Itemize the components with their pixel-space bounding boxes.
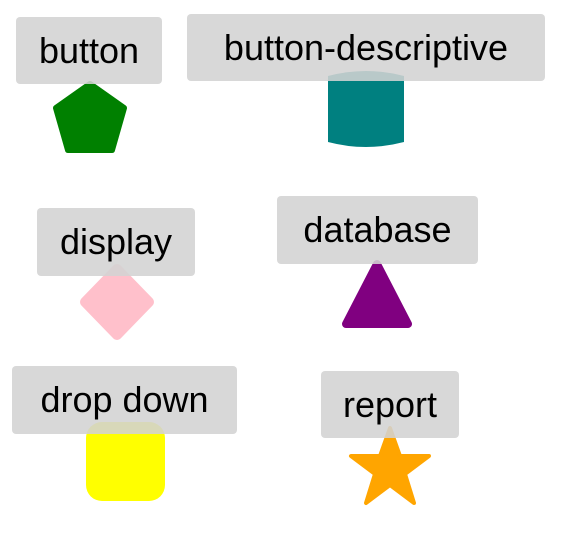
label-display: display xyxy=(37,208,195,276)
triangle-shape xyxy=(342,260,412,328)
label-report: report xyxy=(321,371,459,438)
label-button-descriptive: button-descriptive xyxy=(187,14,545,81)
pentagon-icon xyxy=(53,81,127,153)
pentagon-shape xyxy=(53,81,127,153)
label-button: button xyxy=(16,17,162,84)
star-icon xyxy=(349,426,431,505)
label-database: database xyxy=(277,196,478,264)
cylinder-shape xyxy=(328,71,404,147)
triangle-icon xyxy=(342,260,412,328)
label-drop-down: drop down xyxy=(12,366,237,434)
cylinder-icon xyxy=(328,71,404,147)
rounded-square-icon xyxy=(86,422,165,501)
diamond-shape xyxy=(80,264,154,340)
star-shape xyxy=(349,426,431,505)
diamond-icon xyxy=(80,264,154,340)
rounded-square-shape xyxy=(86,422,165,501)
